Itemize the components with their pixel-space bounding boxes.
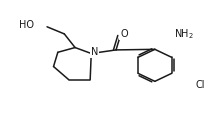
Text: HO: HO — [19, 20, 34, 30]
Text: NH$_2$: NH$_2$ — [174, 27, 194, 41]
Text: N: N — [91, 47, 98, 57]
Text: Cl: Cl — [196, 80, 205, 90]
Text: O: O — [120, 30, 128, 39]
